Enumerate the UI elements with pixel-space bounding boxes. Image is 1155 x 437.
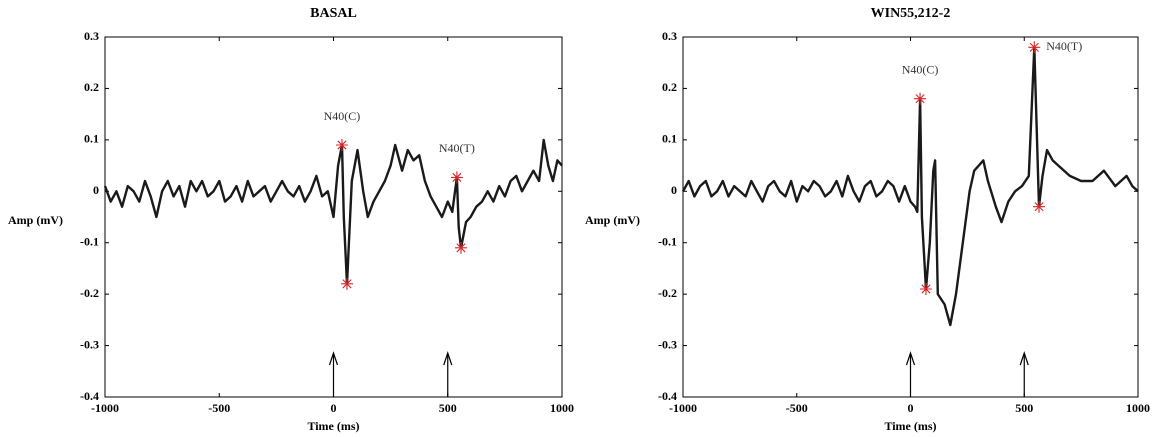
chart-title: BASAL — [310, 6, 357, 21]
peak-label: N40(C) — [324, 109, 361, 123]
peak-label: N40(C) — [902, 62, 939, 76]
peak-marker — [919, 283, 932, 295]
plot-frame — [682, 36, 1139, 398]
peak-marker — [340, 277, 353, 290]
peak-label: N40(T) — [439, 141, 475, 155]
y-tick-label: -0.2 — [658, 286, 677, 300]
y-tick-label: -0.2 — [80, 286, 99, 300]
peak-marker — [455, 241, 468, 254]
y-tick-label: -0.3 — [80, 337, 99, 351]
y-tick-label: 0.2 — [662, 80, 677, 94]
x-tick-label: 500 — [1015, 401, 1033, 415]
y-tick-label: 0 — [93, 183, 99, 197]
stimulus-arrowhead — [1019, 351, 1029, 366]
y-tick-label: -0.1 — [658, 234, 677, 248]
signal-line — [681, 46, 1139, 327]
stimulus-arrowhead — [328, 351, 339, 366]
x-tick-label: -500 — [786, 401, 808, 415]
y-tick-label: 0.3 — [662, 29, 677, 43]
peak-marker — [914, 92, 927, 105]
chart-title: WIN55,212-2 — [871, 6, 951, 21]
y-tick-label: 0 — [671, 183, 677, 197]
x-axis-label: Time (ms) — [884, 419, 936, 433]
peak-marker — [450, 171, 463, 184]
y-tick-label: 0.2 — [84, 80, 99, 94]
peak-label: N40(T) — [1046, 39, 1082, 53]
x-tick-label: 0 — [331, 401, 337, 415]
y-tick-label: -0.1 — [80, 234, 99, 248]
x-tick-label: 1000 — [550, 401, 574, 415]
y-tick-label: 0.1 — [84, 132, 99, 146]
y-tick-label: -0.4 — [80, 389, 99, 403]
peak-marker — [1028, 41, 1041, 54]
y-tick-label: 0.3 — [84, 29, 99, 43]
x-tick-label: -1000 — [91, 401, 119, 415]
peak-marker — [1033, 200, 1046, 213]
y-tick-label: 0.1 — [662, 132, 677, 146]
y-tick-label: -0.3 — [658, 337, 677, 351]
stimulus-arrowhead — [905, 351, 916, 366]
y-axis-label: Amp (mV) — [8, 213, 63, 227]
x-tick-label: -500 — [208, 401, 230, 415]
x-tick-label: 1000 — [1126, 401, 1150, 415]
x-tick-label: 0 — [908, 401, 914, 415]
stimulus-arrowhead — [443, 351, 453, 366]
x-tick-label: 500 — [439, 401, 457, 415]
x-tick-label: -1000 — [669, 401, 697, 415]
peak-marker — [335, 139, 348, 151]
y-axis-label: Amp (mV) — [585, 213, 640, 227]
signal-line — [103, 138, 563, 286]
x-axis-label: Time (ms) — [307, 419, 359, 433]
y-tick-label: -0.4 — [658, 389, 677, 403]
